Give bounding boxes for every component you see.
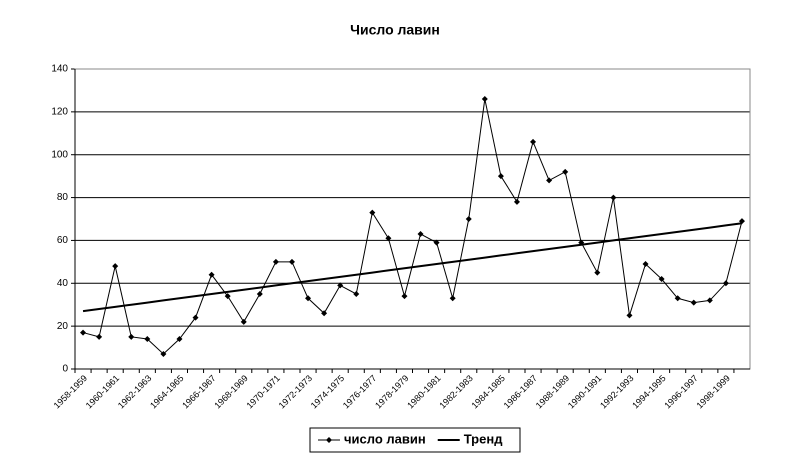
marker bbox=[401, 293, 408, 300]
marker bbox=[144, 336, 151, 342]
marker bbox=[96, 333, 103, 340]
marker bbox=[465, 216, 472, 222]
x-tick-label: 1998-1999 bbox=[694, 373, 732, 411]
x-tick-label: 1976-1977 bbox=[341, 373, 379, 411]
x-tick-label: 1964-1965 bbox=[148, 373, 186, 411]
marker bbox=[337, 282, 344, 289]
legend-box bbox=[309, 427, 521, 453]
marker bbox=[321, 310, 328, 317]
x-tick-label: 1968-1969 bbox=[212, 373, 250, 411]
marker bbox=[176, 336, 183, 342]
marker bbox=[305, 295, 312, 302]
marker bbox=[433, 239, 440, 246]
x-tick-label: 1960-1961 bbox=[84, 373, 122, 411]
marker bbox=[240, 318, 247, 325]
legend-marker bbox=[326, 437, 332, 443]
marker bbox=[690, 299, 697, 306]
marker bbox=[562, 168, 569, 175]
marker bbox=[80, 329, 87, 336]
marker bbox=[385, 235, 392, 242]
marker bbox=[626, 312, 633, 319]
chart-title: Число лавин bbox=[350, 22, 440, 38]
marker bbox=[128, 333, 135, 340]
marker bbox=[224, 293, 231, 300]
x-tick-label: 1996-1997 bbox=[662, 373, 700, 411]
x-tick-label: 1994-1995 bbox=[630, 373, 668, 411]
x-tick-label: 1972-1973 bbox=[277, 373, 315, 411]
y-tick-label: 40 bbox=[57, 278, 69, 289]
marker bbox=[530, 138, 537, 145]
marker bbox=[642, 261, 649, 267]
marker bbox=[160, 351, 167, 357]
x-tick-label: 1992-1993 bbox=[598, 373, 636, 411]
marker bbox=[112, 263, 119, 270]
marker bbox=[208, 271, 215, 278]
marker bbox=[513, 198, 520, 205]
x-tick-label: 1974-1975 bbox=[309, 373, 347, 411]
x-tick-label: 1990-1991 bbox=[566, 373, 604, 411]
marker bbox=[192, 314, 199, 321]
marker bbox=[288, 258, 295, 265]
x-tick-label: 1966-1967 bbox=[180, 373, 218, 411]
marker bbox=[497, 173, 504, 180]
marker bbox=[353, 291, 360, 297]
marker bbox=[674, 295, 681, 302]
legend-label: число лавин bbox=[344, 431, 426, 446]
series-line bbox=[82, 98, 743, 355]
marker bbox=[272, 258, 279, 265]
marker bbox=[449, 295, 456, 302]
y-tick-label: 20 bbox=[57, 321, 69, 332]
y-tick-label: 140 bbox=[51, 64, 68, 75]
marker bbox=[481, 96, 488, 102]
x-tick-label: 1982-1983 bbox=[437, 373, 475, 411]
marker bbox=[369, 209, 376, 216]
x-tick-label: 1962-1963 bbox=[116, 373, 154, 411]
x-tick-label: 1984-1985 bbox=[469, 373, 507, 411]
x-tick-label: 1986-1987 bbox=[502, 373, 540, 411]
marker bbox=[594, 269, 601, 276]
y-tick-label: 80 bbox=[57, 192, 69, 203]
marker bbox=[417, 231, 424, 237]
y-tick-label: 60 bbox=[57, 235, 69, 246]
marker bbox=[610, 194, 617, 201]
x-tick-label: 1970-1971 bbox=[244, 373, 282, 411]
y-tick-label: 120 bbox=[51, 106, 68, 117]
marker bbox=[658, 276, 665, 282]
series-line bbox=[82, 222, 743, 313]
marker bbox=[256, 291, 263, 297]
plot-border bbox=[74, 68, 751, 370]
x-tick-label: 1978-1979 bbox=[373, 373, 411, 411]
y-tick-label: 100 bbox=[51, 149, 68, 160]
x-tick-label: 1958-1959 bbox=[52, 373, 90, 411]
legend-label: Тренд bbox=[464, 431, 503, 446]
y-tick-label: 0 bbox=[62, 364, 68, 375]
marker bbox=[722, 280, 729, 287]
marker bbox=[546, 177, 553, 184]
x-tick-label: 1988-1989 bbox=[534, 373, 572, 411]
marker bbox=[706, 297, 713, 304]
x-tick-label: 1980-1981 bbox=[405, 373, 443, 411]
